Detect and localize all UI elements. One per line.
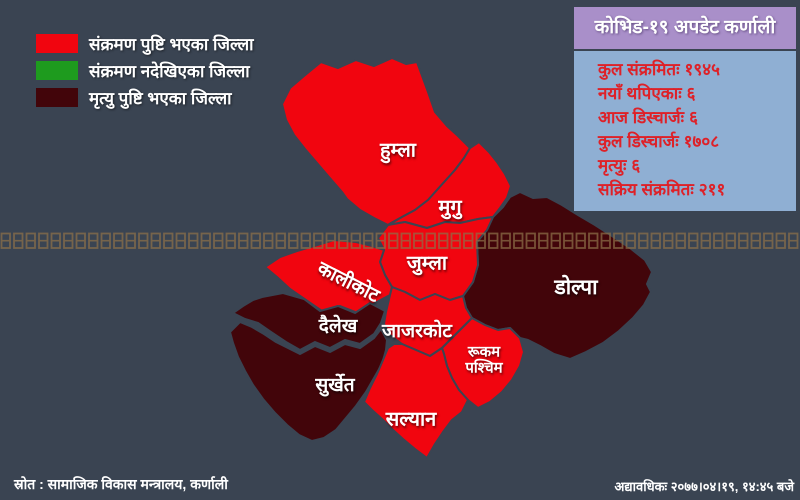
no-infection-color-swatch [36,60,78,80]
stat-label: कुल संक्रमितः [598,60,680,79]
district-label-humla: हुम्ला [380,139,416,162]
stat-value: ६ [689,108,698,127]
stat-value: १९४५ [684,60,720,79]
stat-new-added: नयाँ थपिएकाः ६ [598,82,790,106]
district-label-surkhet: सुर्खेत [315,375,355,397]
last-updated-note: अद्यावधिकः २०७७।०४।१९, १४:४५ बजे [614,479,794,494]
panel-body: कुल संक्रमितः १९४५ नयाँ थपिएकाः ६ आज डिस्च… [574,51,796,211]
legend-label-no-infection: संक्रमण नदेखिएका जिल्ला [89,61,250,81]
district-label-rukum-paschim: रूकम पश्चिम [465,343,503,376]
stat-value: ६ [631,156,641,175]
stat-label: कुल डिस्चार्जः [598,132,679,151]
stat-value: १७०८ [683,132,720,151]
district-label-dailekh: दैलेख [318,316,358,338]
district-shape-dailekh [232,292,386,351]
stat-label: आज डिस्चार्जः [598,108,685,127]
stat-label: मृत्युः [598,156,627,175]
district-shape-surkhet [229,321,388,442]
infected-color-swatch [36,33,78,53]
stat-discharged-today: आज डिस्चार्जः ६ [598,106,790,130]
death-color-swatch [36,87,78,107]
district-label-dolpa: डोल्पा [554,275,598,299]
district-label-mugu: मुगु [438,196,462,219]
legend: संक्रमण पुष्टि भएका जिल्ला संक्रमण नदेखि… [36,30,254,111]
legend-row-no-infection: संक्रमण नदेखिएका जिल्ला [36,57,254,83]
legend-row-infected: संक्रमण पुष्टि भएका जिल्ला [36,30,254,56]
panel-title: कोभिड-१९ अपडेट कर्णाली [574,7,796,51]
stat-total-discharged: कुल डिस्चार्जः १७०८ [598,130,790,154]
district-shape-salyan [363,343,469,459]
district-label-jajarkot: जाजरकोट [382,321,452,343]
decorative-border-band [0,229,800,250]
stat-label: सक्रिय संक्रमितः [598,180,694,199]
legend-label-death: मृत्यु पुष्टि भएका जिल्ला [89,88,232,108]
stat-total-infected: कुल संक्रमितः १९४५ [598,58,790,82]
district-label-salyan: सल्यान [385,408,437,431]
district-label-jumla: जुम्ला [406,252,448,275]
stat-active-infected: सक्रिय संक्रमितः २११ [598,178,790,202]
legend-row-death: मृत्यु पुष्टि भएका जिल्ला [36,84,254,110]
stat-deaths: मृत्युः ६ [598,154,790,178]
stat-label: नयाँ थपिएकाः [598,84,682,103]
source-note: स्रोत : सामाजिक विकास मन्त्रालय, कर्णाली [14,476,228,492]
stat-value: २११ [698,180,726,199]
stat-value: ६ [686,84,696,103]
legend-label-infected: संक्रमण पुष्टि भएका जिल्ला [89,34,254,54]
covid-stats-panel: कोभिड-१९ अपडेट कर्णाली कुल संक्रमितः १९४५… [574,7,796,211]
